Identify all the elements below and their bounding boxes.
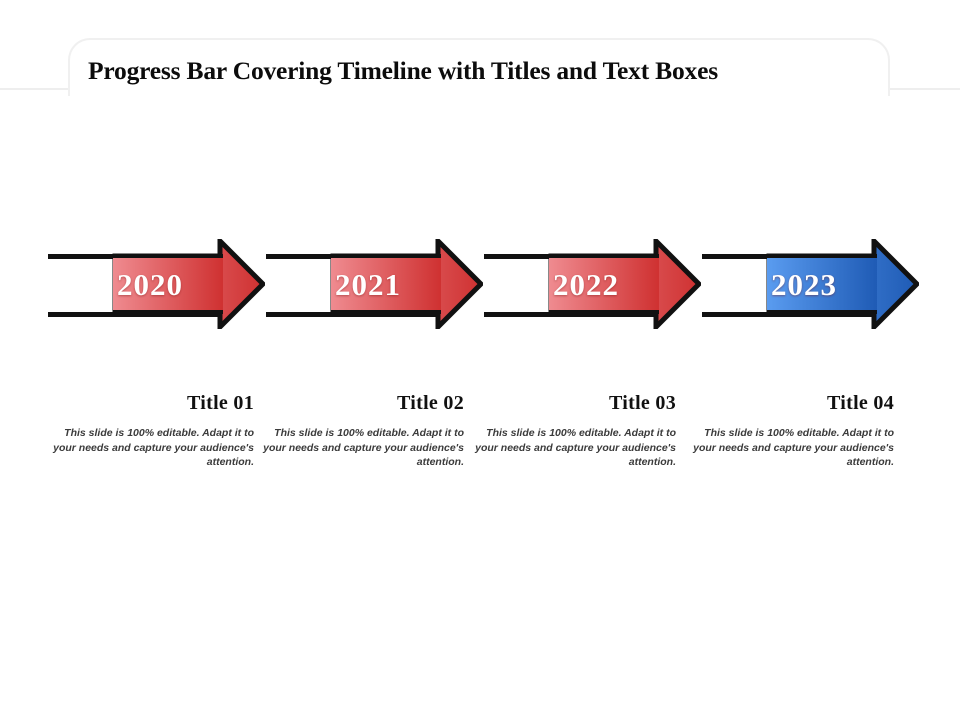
timeline-arrow-icon[interactable]	[729, 239, 919, 329]
timeline-step[interactable]: 2020	[40, 0, 280, 720]
timeline-year-label: 2023	[771, 267, 837, 302]
timeline-year-label: 2021	[335, 267, 401, 302]
caption-title: Title 04	[826, 392, 894, 414]
slide-header	[0, 38, 960, 96]
caption-block: Title 04 This slide is 100% editable. Ada…	[688, 392, 894, 470]
caption-block: Title 03 This slide is 100% editable. Ada…	[470, 392, 676, 470]
caption-block: Title 02 This slide is 100% editable. Ada…	[258, 392, 464, 470]
timeline-year-label: 2020	[117, 267, 183, 302]
caption-title: Title 01	[186, 392, 254, 414]
timeline-arrow-icon[interactable]	[75, 239, 265, 329]
timeline-step[interactable]: 2023	[694, 0, 934, 720]
caption-body: This slide is 100% editable. Adapt it to…	[263, 427, 464, 468]
caption-title: Title 03	[608, 392, 676, 414]
timeline-step[interactable]: 2021	[258, 0, 498, 720]
caption-body: This slide is 100% editable. Adapt it to…	[53, 427, 254, 468]
timeline-arrow-icon[interactable]	[511, 239, 701, 329]
caption-body: This slide is 100% editable. Adapt it to…	[693, 427, 894, 468]
timeline-year-label: 2022	[553, 267, 619, 302]
header-rule-right	[880, 88, 960, 90]
caption-title: Title 02	[396, 392, 464, 414]
page-title: Progress Bar Covering Timeline with Titl…	[88, 56, 718, 85]
header-rule-left	[0, 88, 110, 90]
caption-body: This slide is 100% editable. Adapt it to…	[475, 427, 676, 468]
timeline-arrow-icon[interactable]	[293, 239, 483, 329]
caption-block: Title 01 This slide is 100% editable. Ada…	[48, 392, 254, 470]
timeline-step[interactable]: 2022	[476, 0, 716, 720]
header-card	[68, 38, 890, 96]
